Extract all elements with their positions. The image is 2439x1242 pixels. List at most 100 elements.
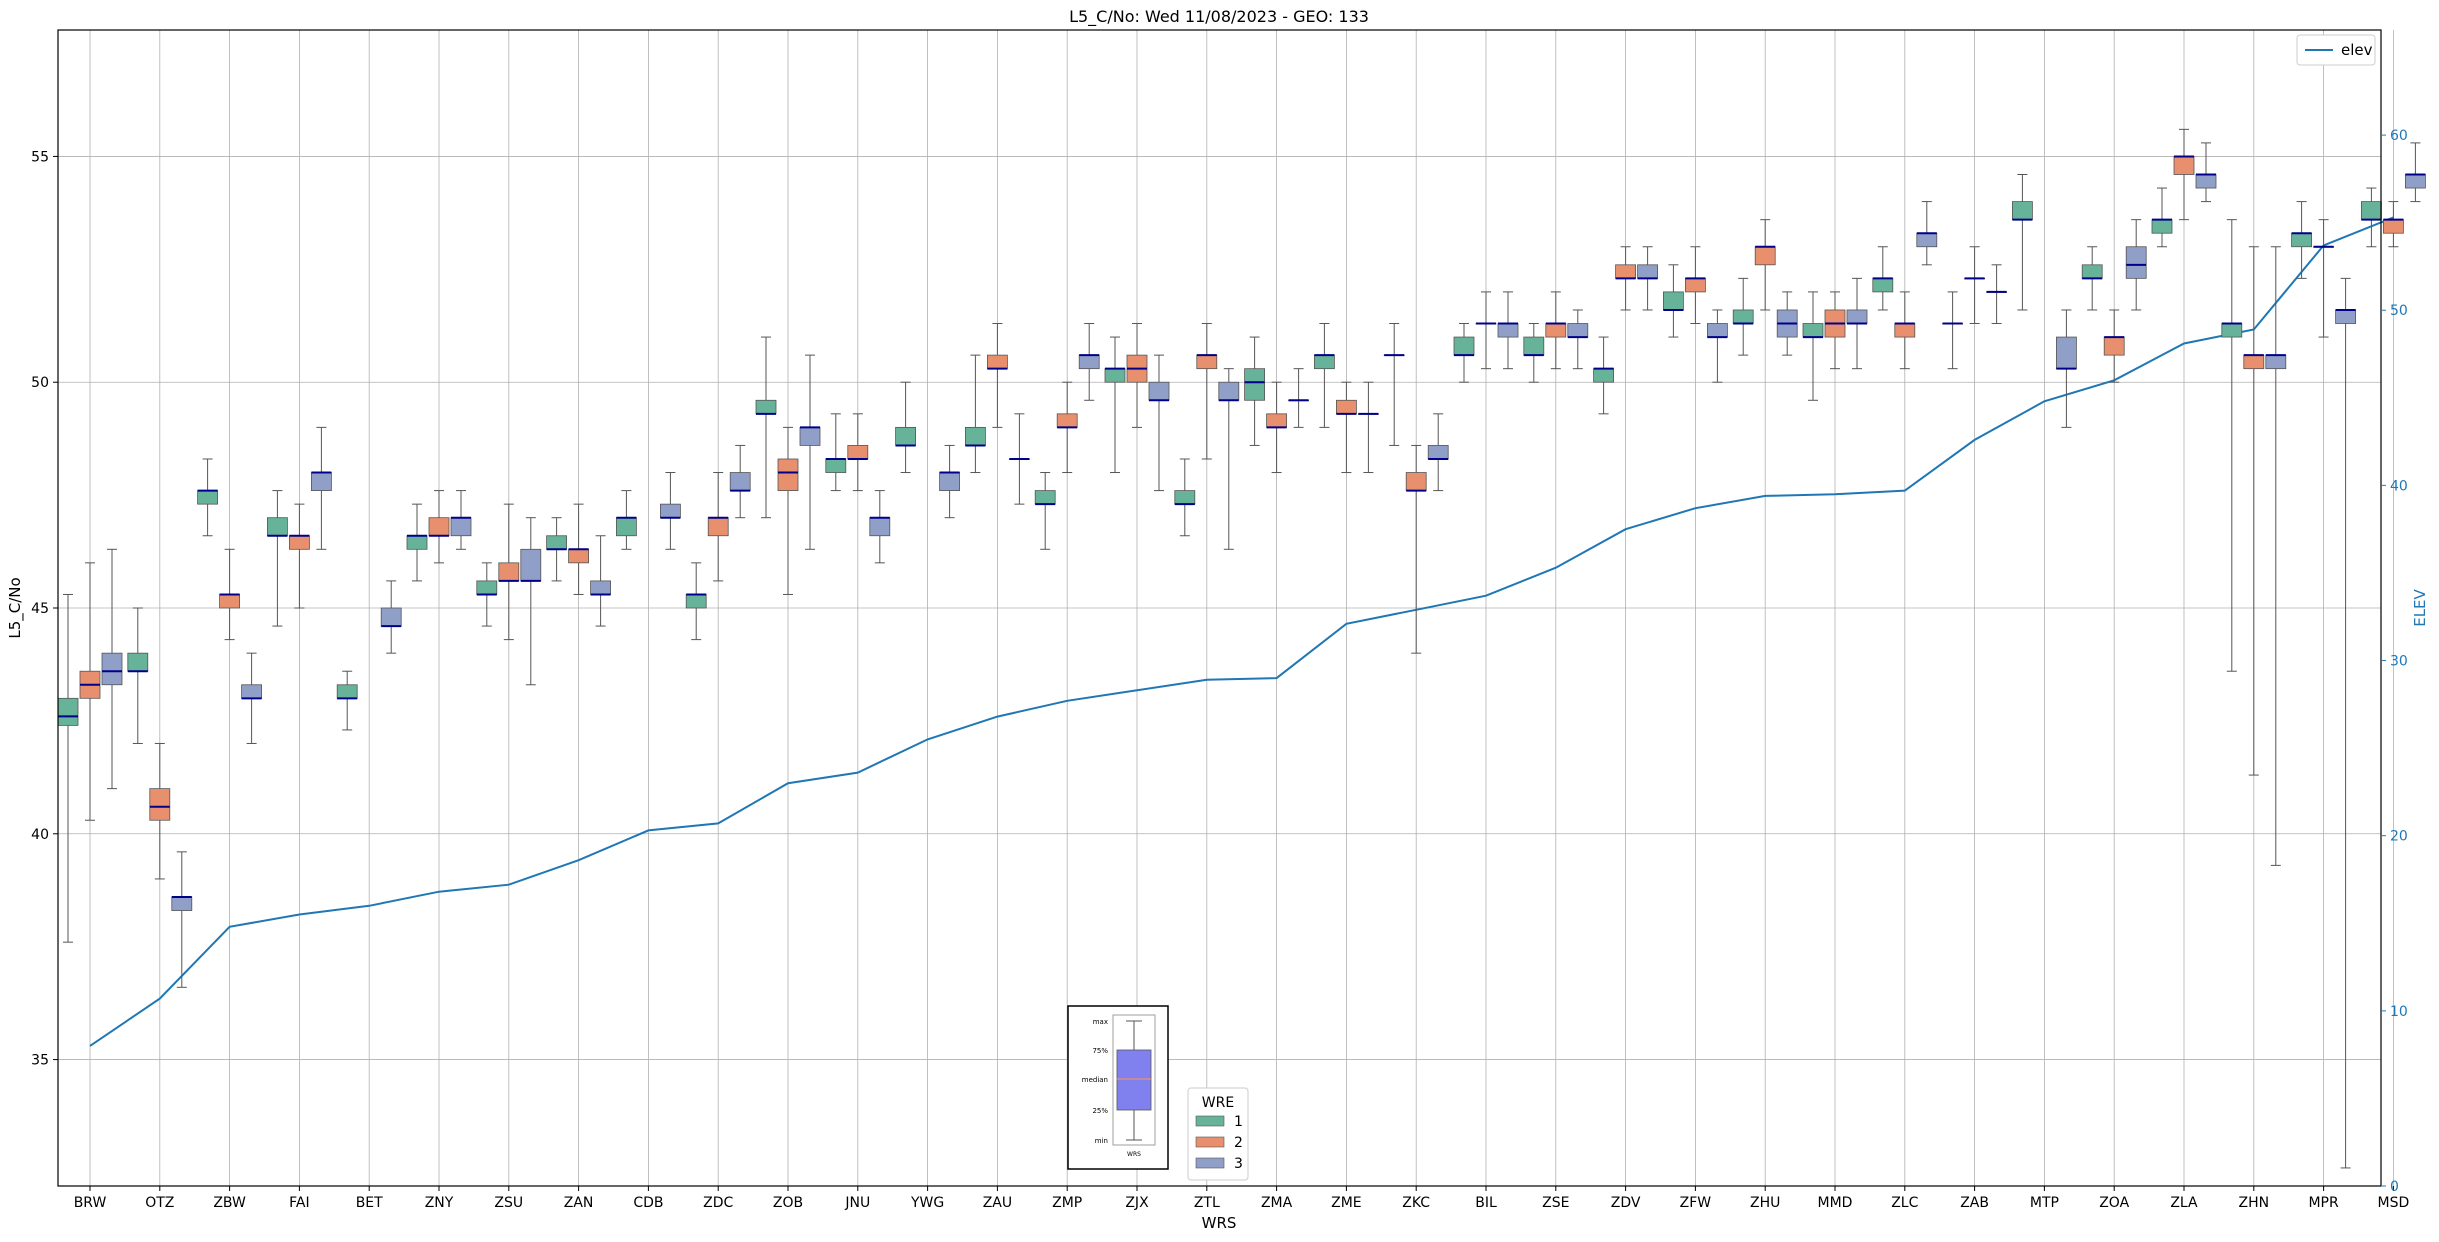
box-plot-3 xyxy=(1916,201,1938,266)
box-plot-2 xyxy=(288,503,310,609)
box-body xyxy=(2291,232,2313,248)
x-tick-label: ZNY xyxy=(425,1195,454,1211)
box-body xyxy=(707,517,729,537)
box-body xyxy=(498,562,520,582)
box-plot-2 xyxy=(498,503,520,641)
box-body xyxy=(380,607,402,627)
y-axis-label: L5_C/No xyxy=(6,577,25,638)
box-plot-1 xyxy=(1663,264,1684,338)
box-plot-2 xyxy=(1615,246,1636,311)
box-plot-1 xyxy=(2151,187,2173,248)
box-body xyxy=(2055,336,2077,370)
box-body xyxy=(1453,336,1475,356)
box-body xyxy=(755,399,777,415)
box-plot-2 xyxy=(2173,128,2195,221)
box-plot-1 xyxy=(895,381,916,474)
box-body xyxy=(2173,156,2195,175)
box-body xyxy=(1497,323,1519,338)
elev-line-layer xyxy=(89,216,2394,1047)
box-plot-2 xyxy=(1405,444,1427,654)
box-body xyxy=(660,503,681,519)
box-body xyxy=(799,426,821,446)
box-plot-2 xyxy=(2382,201,2404,248)
box-plot-1 xyxy=(57,593,79,943)
box-body xyxy=(2221,323,2243,338)
x-tick-label: ZHU xyxy=(1750,1195,1780,1211)
y2-tick-label: 20 xyxy=(2390,829,2408,845)
inset-label-wrs: WRS xyxy=(1127,1151,1141,1158)
box-body xyxy=(1732,309,1754,324)
box-plot-1 xyxy=(1872,246,1894,311)
box-body xyxy=(869,517,891,537)
box-plot-1 xyxy=(965,354,986,474)
box-plot-1 xyxy=(825,413,847,492)
box-plot-1 xyxy=(2221,219,2243,672)
box-body xyxy=(450,517,472,537)
box-body xyxy=(1148,381,1170,401)
x-tick-label: ZSE xyxy=(1542,1195,1569,1211)
inset-legend-inner xyxy=(1112,1014,1156,1146)
x-tick-label: MTP xyxy=(2030,1195,2059,1211)
box-plot-3 xyxy=(450,490,472,550)
box-body xyxy=(965,426,986,446)
box-plot-3 xyxy=(1078,323,1100,401)
box-plot-3 xyxy=(1009,413,1030,505)
x-tick-label: ZAN xyxy=(564,1195,594,1211)
y2-tick-label: 40 xyxy=(2390,478,2408,494)
x-tick-label: BIL xyxy=(1475,1195,1497,1211)
box-body xyxy=(101,652,123,686)
box-body xyxy=(406,535,428,550)
box-body xyxy=(1244,368,1265,401)
box-plot-1 xyxy=(197,458,219,537)
grid-layer xyxy=(58,30,2394,1186)
box-plot-1 xyxy=(1802,291,1824,401)
y-tick-label: 45 xyxy=(31,601,49,617)
box-plot-2 xyxy=(1056,381,1078,474)
box-body xyxy=(2103,336,2125,356)
box-body xyxy=(1174,490,1196,505)
box-plot-2 xyxy=(2103,309,2125,383)
x-tick-label: ZAB xyxy=(1960,1195,1989,1211)
box-plot-2 xyxy=(149,742,171,880)
x-axis-label: WRS xyxy=(1202,1214,1237,1232)
box-body xyxy=(1336,399,1357,415)
box-body xyxy=(1314,354,1335,370)
box-body xyxy=(1846,309,1868,324)
box-plot-2 xyxy=(79,562,101,821)
box-body xyxy=(310,472,332,491)
wre-legend-label-3: 3 xyxy=(1234,1156,1243,1172)
box-plot-1 xyxy=(476,562,498,627)
x-tick-label: ZSU xyxy=(494,1195,523,1211)
box-plot-2 xyxy=(219,548,241,641)
box-plot-2 xyxy=(1894,291,1916,370)
x-tick-label: FAI xyxy=(289,1195,309,1211)
box-body xyxy=(895,426,916,446)
box-plot-3 xyxy=(2265,246,2287,866)
box-layer xyxy=(57,128,2426,1169)
x-tick-label: ZHN xyxy=(2239,1195,2270,1211)
box-body xyxy=(1872,277,1894,293)
box-plot-3 xyxy=(1637,246,1658,311)
x-tick-label: ZAU xyxy=(983,1195,1012,1211)
box-plot-2 xyxy=(1754,219,1776,311)
box-plot-3 xyxy=(1567,309,1589,370)
box-plot-1 xyxy=(685,562,707,641)
box-plot-3 xyxy=(1288,368,1309,428)
y2-tick-label: 30 xyxy=(2390,654,2408,670)
inset-label-q3: 75% xyxy=(1092,1047,1108,1055)
x-tick-label: ZOB xyxy=(773,1195,803,1211)
box-body xyxy=(1523,336,1545,356)
box-body xyxy=(1916,232,1938,248)
y-tick-label: 40 xyxy=(31,827,49,843)
x-tick-label: ZLC xyxy=(1891,1195,1918,1211)
box-body xyxy=(1078,354,1100,370)
wre-legend-swatch-1 xyxy=(1195,1115,1225,1127)
box-body xyxy=(590,580,611,595)
box-body xyxy=(777,458,799,491)
y2-axis-label: ELEV xyxy=(2411,588,2429,626)
box-body xyxy=(1754,246,1776,266)
box-body xyxy=(1405,472,1427,491)
box-plot-3 xyxy=(799,354,821,550)
box-plot-2 xyxy=(847,413,869,492)
